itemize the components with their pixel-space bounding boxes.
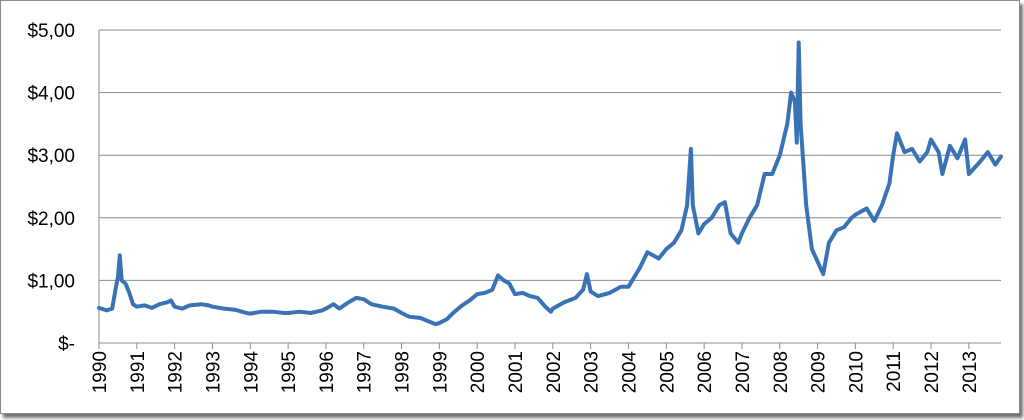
x-tick-label: 2005 — [657, 351, 678, 393]
x-tick-label: 2011 — [884, 351, 905, 392]
x-tick-label: 2001 — [506, 351, 527, 393]
x-tick-label: 2007 — [733, 351, 754, 393]
x-tick-label: 2012 — [922, 351, 943, 393]
y-tick-label: $- — [58, 334, 75, 355]
y-tick-label: $1,00 — [27, 271, 75, 292]
x-tick-label: 2008 — [771, 351, 792, 393]
x-tick-label: 1996 — [317, 351, 338, 393]
x-tick-label: 1995 — [279, 351, 300, 393]
x-tick-label: 1990 — [90, 351, 111, 393]
x-tick-label: 2013 — [960, 351, 981, 393]
x-tick-label: 1992 — [166, 351, 187, 393]
x-tick-label: 1998 — [393, 351, 414, 393]
y-tick-label: $2,00 — [27, 209, 75, 230]
x-tick-label: 1994 — [241, 351, 262, 394]
x-tick-label: 2004 — [619, 351, 640, 394]
y-tick-label: $5,00 — [27, 21, 75, 42]
y-tick-label: $4,00 — [27, 84, 75, 105]
x-tick-label: 1999 — [430, 351, 451, 393]
x-tick-label: 2006 — [695, 351, 716, 393]
x-tick-label: 2003 — [582, 351, 603, 393]
series-line — [97, 40, 1003, 327]
x-tick-label: 2000 — [468, 351, 489, 393]
x-tick-label: 2009 — [809, 351, 830, 393]
x-tick-label: 2010 — [846, 351, 867, 393]
y-tick-label: $3,00 — [27, 146, 75, 167]
x-tick-label: 1997 — [355, 351, 376, 393]
x-tick-label: 1991 — [128, 351, 149, 393]
x-tick-label: 2002 — [544, 351, 565, 393]
x-tick-label: 1993 — [203, 351, 224, 393]
